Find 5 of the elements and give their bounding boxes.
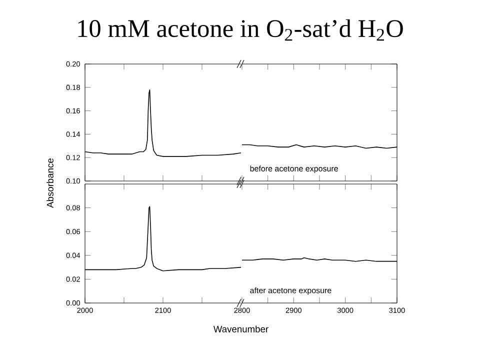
- annotation: after acetone exposure: [250, 287, 332, 295]
- annotation: before acetone exposure: [250, 166, 338, 174]
- chart-title: 10 mM acetone in O$_{2}$-sat’d H$_{2}$O: [78, 19, 403, 41]
- x-axis-title: Wavenumber: [213, 326, 268, 332]
- y-axis-title: Absorbance: [46, 158, 54, 208]
